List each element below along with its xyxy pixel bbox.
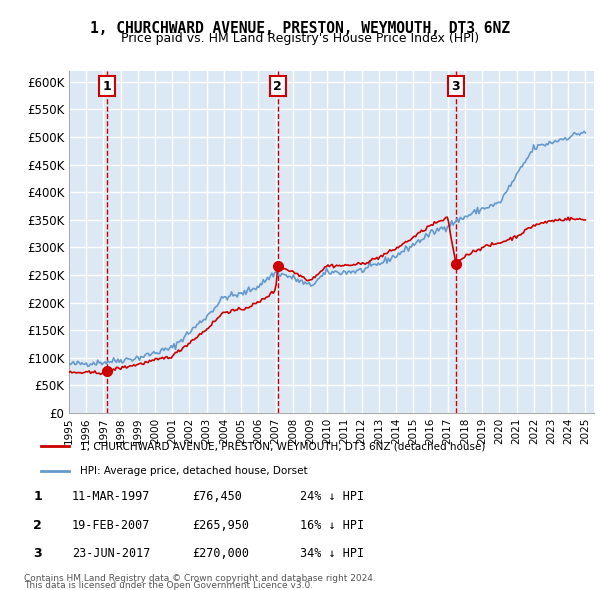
Text: 1: 1 xyxy=(103,80,111,93)
Text: 24% ↓ HPI: 24% ↓ HPI xyxy=(300,490,364,503)
Text: 11-MAR-1997: 11-MAR-1997 xyxy=(72,490,151,503)
Text: £265,950: £265,950 xyxy=(192,519,249,532)
Text: 3: 3 xyxy=(452,80,460,93)
Text: 2: 2 xyxy=(274,80,282,93)
Text: 1, CHURCHWARD AVENUE, PRESTON, WEYMOUTH, DT3 6NZ (detached house): 1, CHURCHWARD AVENUE, PRESTON, WEYMOUTH,… xyxy=(80,441,485,451)
Text: 23-JUN-2017: 23-JUN-2017 xyxy=(72,547,151,560)
Text: 2: 2 xyxy=(34,519,42,532)
Text: Price paid vs. HM Land Registry's House Price Index (HPI): Price paid vs. HM Land Registry's House … xyxy=(121,32,479,45)
Text: 1, CHURCHWARD AVENUE, PRESTON, WEYMOUTH, DT3 6NZ: 1, CHURCHWARD AVENUE, PRESTON, WEYMOUTH,… xyxy=(90,21,510,35)
Text: £76,450: £76,450 xyxy=(192,490,242,503)
Text: 16% ↓ HPI: 16% ↓ HPI xyxy=(300,519,364,532)
Text: 34% ↓ HPI: 34% ↓ HPI xyxy=(300,547,364,560)
Text: 19-FEB-2007: 19-FEB-2007 xyxy=(72,519,151,532)
Text: 1: 1 xyxy=(34,490,42,503)
Text: Contains HM Land Registry data © Crown copyright and database right 2024.: Contains HM Land Registry data © Crown c… xyxy=(24,574,376,583)
Text: HPI: Average price, detached house, Dorset: HPI: Average price, detached house, Dors… xyxy=(80,466,307,476)
Text: This data is licensed under the Open Government Licence v3.0.: This data is licensed under the Open Gov… xyxy=(24,581,313,589)
Text: £270,000: £270,000 xyxy=(192,547,249,560)
Text: 3: 3 xyxy=(34,547,42,560)
